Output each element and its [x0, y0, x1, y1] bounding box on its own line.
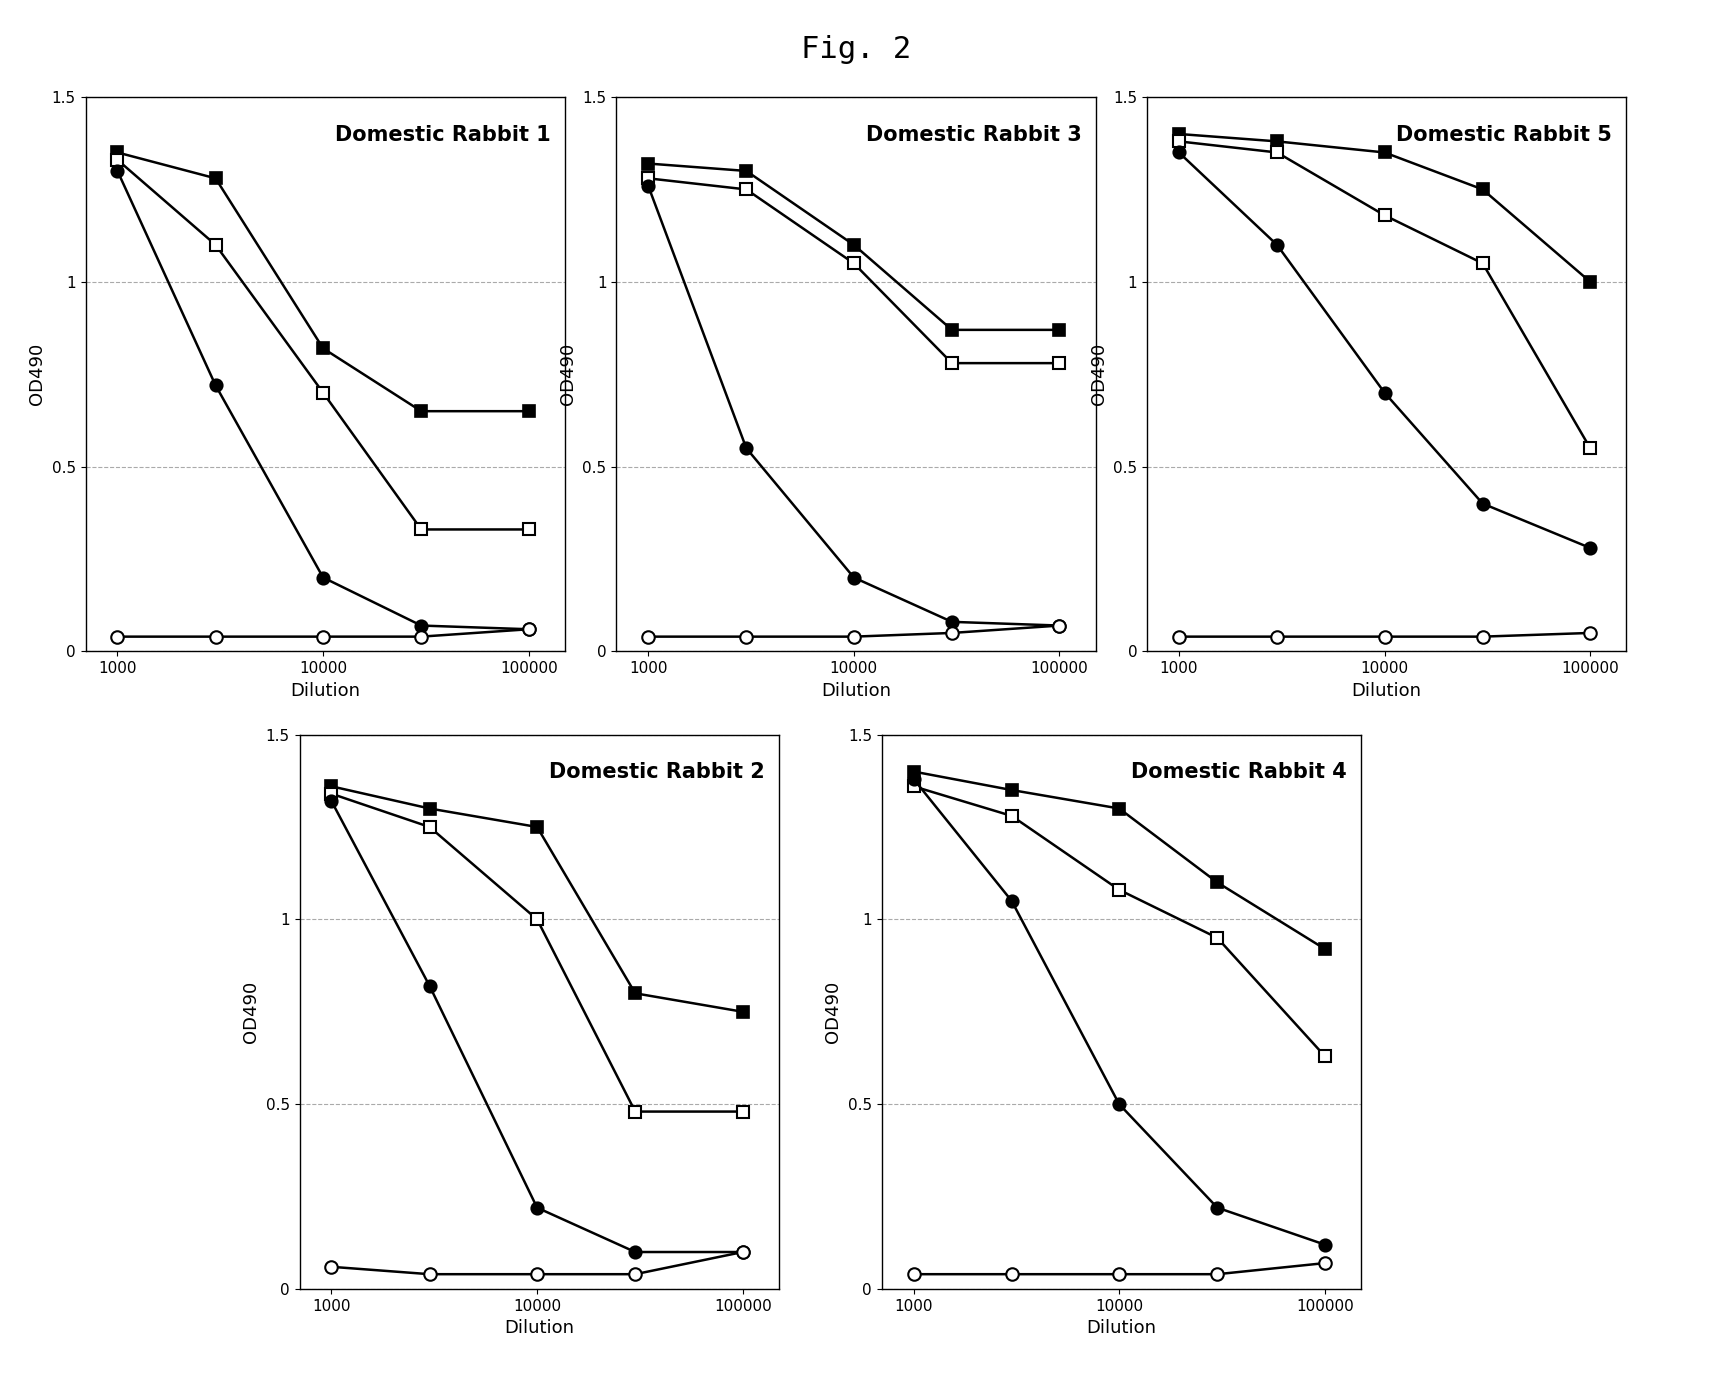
Y-axis label: OD490: OD490 — [27, 344, 46, 405]
X-axis label: Dilution: Dilution — [822, 682, 890, 700]
Text: Domestic Rabbit 1: Domestic Rabbit 1 — [336, 125, 551, 144]
Text: Domestic Rabbit 3: Domestic Rabbit 3 — [866, 125, 1082, 144]
X-axis label: Dilution: Dilution — [1087, 1319, 1156, 1337]
Text: Domestic Rabbit 5: Domestic Rabbit 5 — [1397, 125, 1613, 144]
Y-axis label: OD490: OD490 — [241, 981, 260, 1042]
Y-axis label: OD490: OD490 — [823, 981, 842, 1042]
X-axis label: Dilution: Dilution — [291, 682, 360, 700]
Text: Domestic Rabbit 4: Domestic Rabbit 4 — [1132, 762, 1347, 782]
Y-axis label: OD490: OD490 — [1089, 344, 1108, 405]
Y-axis label: OD490: OD490 — [558, 344, 577, 405]
Text: Domestic Rabbit 2: Domestic Rabbit 2 — [550, 762, 765, 782]
Text: Fig. 2: Fig. 2 — [801, 35, 911, 64]
X-axis label: Dilution: Dilution — [505, 1319, 574, 1337]
X-axis label: Dilution: Dilution — [1352, 682, 1421, 700]
